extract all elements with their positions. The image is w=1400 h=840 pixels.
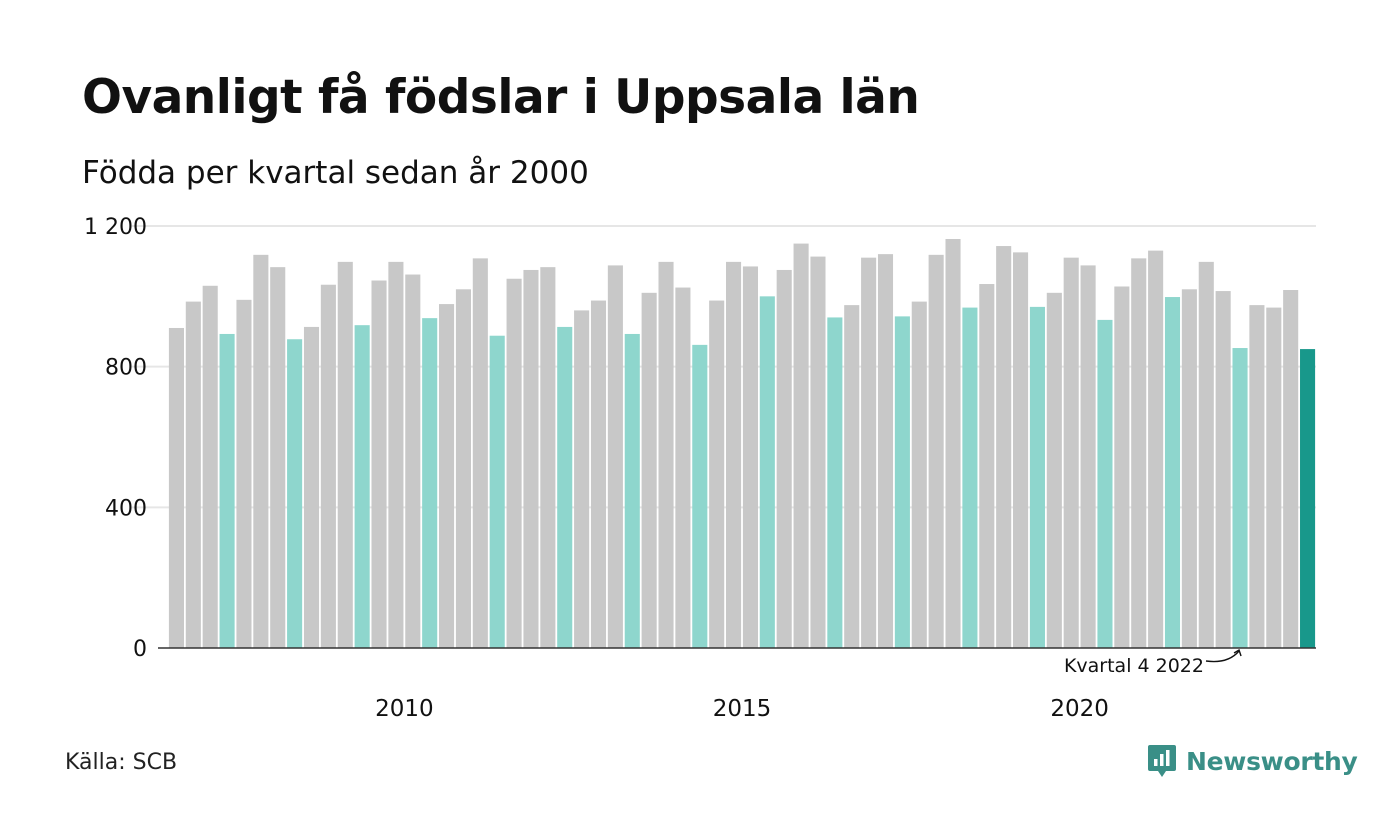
y-tick-label: 0 [133,637,147,662]
bar-2018-q4 [962,307,978,648]
bar-2007-q4 [219,333,235,648]
bar-2019-q4 [1029,306,1045,648]
bar-2014-q3 [675,287,691,648]
bar-2012-q4 [557,326,573,648]
y-axis-ticks: 0 400 800 1 200 [84,215,147,662]
bar-2011-q4 [489,335,505,648]
x-axis-ticks: 2010 2015 2020 [375,696,1109,722]
bar-2011-q2 [455,289,471,648]
bar-2022-q3 [1215,291,1231,648]
bar-2012-q1 [506,278,522,648]
bar-2020-q3 [1080,265,1096,648]
bar-series [168,239,1316,649]
bar-2009-q3 [337,261,353,648]
bar-2022-q4 [1232,348,1248,648]
bar-2020-q1 [1046,292,1062,648]
bar-2018-q2 [928,254,944,648]
annotation-arrowhead [1233,648,1242,657]
bar-2016-q3 [810,256,826,648]
annotation-label: Kvartal 4 2022 [1064,655,1204,677]
bar-2023-q1 [1249,305,1265,648]
bar-2014-q1 [641,292,657,648]
bar-chart: 0 400 800 1 200 2010 2015 2020 Kvartal 4 2022 [84,215,1316,722]
bar-2012-q2 [523,269,539,648]
y-tick-label: 1 200 [84,215,147,240]
y-tick-label: 400 [105,496,147,521]
bar-2018-q1 [911,301,927,648]
brand-logo: Newsworthy [1147,744,1358,778]
bar-2016-q2 [793,243,809,649]
bar-chart-speech-bubble-icon [1148,745,1176,777]
bar-2021-q1 [1114,286,1130,648]
bar-2010-q4 [422,318,438,648]
bar-2017-q4 [894,316,910,648]
bar-2014-q4 [692,344,708,648]
bar-2007-q1 [168,327,184,648]
bar-2014-q2 [658,261,674,648]
brand-name: Newsworthy [1186,746,1358,776]
bar-2012-q3 [540,267,556,648]
bar-2019-q1 [979,284,995,648]
bar-2009-q4 [354,325,370,648]
bar-2021-q3 [1148,250,1164,648]
bar-2007-q2 [185,301,201,648]
bar-2021-q2 [1131,258,1147,648]
bar-2013-q3 [607,265,623,648]
bar-2015-q2 [726,261,742,648]
bar-2015-q4 [759,296,775,648]
bar-2023-q4 [1300,349,1316,648]
bar-2021-q4 [1164,297,1181,648]
bar-2023-q2 [1266,307,1282,648]
bar-2013-q2 [590,300,607,648]
bar-2007-q3 [202,285,218,648]
bar-2015-q3 [742,266,758,648]
annotation-arrow [1205,650,1240,663]
y-tick-label: 800 [105,356,147,381]
bar-2022-q2 [1198,261,1214,648]
bar-2017-q1 [844,305,860,648]
bar-2022-q1 [1181,289,1197,648]
bar-2009-q2 [320,284,336,648]
bar-2008-q4 [287,339,303,648]
x-tick-label: 2020 [1050,696,1109,722]
bar-2020-q2 [1063,257,1079,648]
bar-2009-q1 [303,326,320,648]
bar-2010-q2 [388,261,404,648]
bar-2008-q1 [236,299,252,648]
bar-2008-q2 [253,254,269,648]
bar-2017-q3 [877,254,894,648]
annotation-latest: Kvartal 4 2022 [1064,648,1242,677]
bar-2016-q1 [776,269,792,648]
bar-2011-q3 [472,258,488,648]
bar-2010-q1 [371,280,387,648]
bar-2019-q3 [1013,252,1029,648]
bar-2016-q4 [827,317,843,648]
bar-2023-q3 [1283,290,1299,648]
bar-2015-q1 [709,300,725,648]
bar-2008-q3 [270,267,286,648]
bar-2011-q1 [439,304,455,648]
bar-2013-q4 [624,333,640,648]
x-tick-label: 2015 [713,696,772,722]
bar-2013-q1 [574,310,590,648]
bar-2020-q4 [1097,319,1113,648]
x-tick-label: 2010 [375,696,434,722]
source-note: Källa: SCB [65,750,178,775]
bar-2010-q3 [405,274,421,648]
chart-title: Ovanligt få födslar i Uppsala län [82,70,920,125]
bar-2017-q2 [861,257,877,648]
bar-2018-q3 [945,239,961,649]
chart-subtitle: Födda per kvartal sedan år 2000 [82,155,589,191]
bar-2019-q2 [996,246,1012,649]
